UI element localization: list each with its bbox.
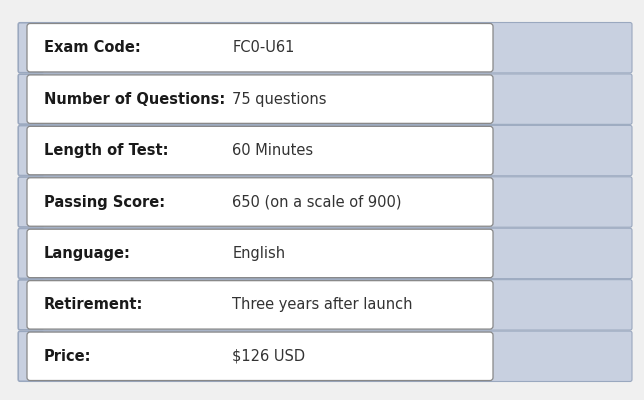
Text: Length of Test:: Length of Test: — [44, 143, 169, 158]
FancyBboxPatch shape — [19, 229, 44, 278]
FancyBboxPatch shape — [19, 280, 44, 330]
Text: 650 (on a scale of 900): 650 (on a scale of 900) — [232, 194, 402, 210]
Text: Language:: Language: — [44, 246, 131, 261]
FancyBboxPatch shape — [27, 229, 493, 278]
FancyBboxPatch shape — [27, 178, 493, 226]
FancyBboxPatch shape — [27, 75, 493, 123]
FancyBboxPatch shape — [18, 74, 632, 124]
FancyBboxPatch shape — [19, 23, 44, 72]
Text: Three years after launch: Three years after launch — [232, 297, 413, 312]
Text: FC0-U61: FC0-U61 — [232, 40, 295, 55]
FancyBboxPatch shape — [27, 24, 493, 72]
Text: English: English — [232, 246, 285, 261]
FancyBboxPatch shape — [18, 177, 632, 227]
FancyBboxPatch shape — [27, 126, 493, 175]
Text: 75 questions: 75 questions — [232, 92, 327, 107]
FancyBboxPatch shape — [27, 332, 493, 380]
FancyBboxPatch shape — [19, 177, 44, 227]
Text: Passing Score:: Passing Score: — [44, 194, 165, 210]
FancyBboxPatch shape — [18, 280, 632, 330]
FancyBboxPatch shape — [18, 22, 632, 73]
FancyBboxPatch shape — [19, 126, 44, 175]
Text: Price:: Price: — [44, 349, 91, 364]
FancyBboxPatch shape — [18, 331, 632, 382]
FancyBboxPatch shape — [19, 332, 44, 381]
Text: Number of Questions:: Number of Questions: — [44, 92, 225, 107]
FancyBboxPatch shape — [18, 228, 632, 279]
FancyBboxPatch shape — [18, 125, 632, 176]
Text: $126 USD: $126 USD — [232, 349, 305, 364]
Text: Exam Code:: Exam Code: — [44, 40, 141, 55]
Text: 60 Minutes: 60 Minutes — [232, 143, 314, 158]
Text: Retirement:: Retirement: — [44, 297, 144, 312]
FancyBboxPatch shape — [27, 281, 493, 329]
FancyBboxPatch shape — [19, 74, 44, 124]
